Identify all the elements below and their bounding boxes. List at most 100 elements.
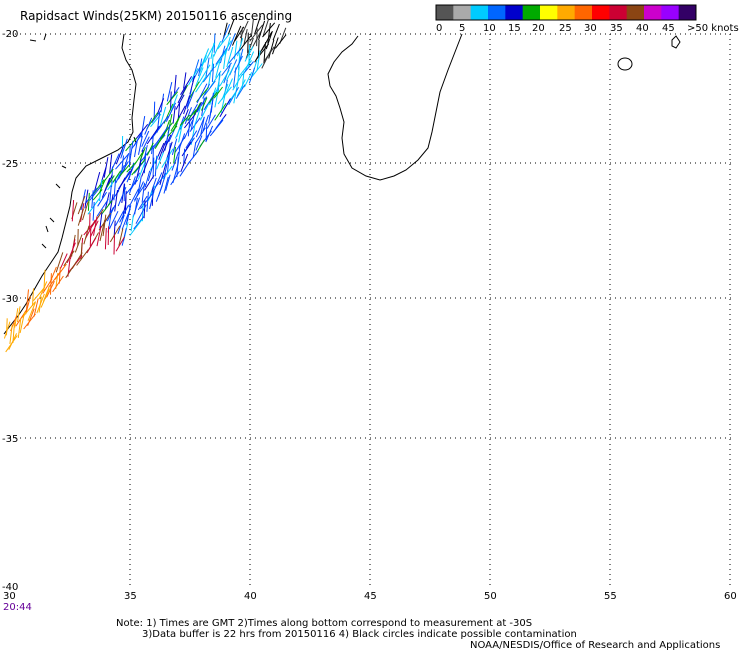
wind-barb (152, 148, 154, 166)
wind-barb (208, 102, 213, 124)
wind-barb (161, 148, 174, 168)
wind-barb (38, 281, 48, 300)
wind-barb (117, 214, 125, 234)
wind-barb (183, 72, 187, 89)
wind-barb (121, 209, 131, 230)
wind-barb (33, 298, 39, 317)
wind-barb (238, 34, 252, 52)
wind-barb (211, 54, 214, 72)
wind-barb (58, 266, 61, 284)
wind-barb (99, 212, 103, 229)
legend-label: 0 (436, 23, 442, 34)
note-line-3: NOAA/NESDIS/Office of Research and Appli… (470, 640, 720, 650)
wind-barb (92, 201, 95, 221)
wind-barb (144, 117, 153, 135)
legend-swatch (470, 5, 489, 20)
wind-barb (119, 204, 130, 223)
lon-label: 60 (724, 591, 737, 602)
legend-swatch (626, 5, 645, 20)
wind-barb (237, 66, 240, 83)
legend-swatch (644, 5, 662, 20)
wind-barb (27, 302, 36, 321)
wind-barb (232, 25, 242, 46)
wind-barb (112, 170, 122, 183)
wind-barb (97, 191, 108, 207)
wind-barb (128, 176, 136, 194)
wind-barb (172, 106, 176, 124)
wind-barb (125, 179, 139, 195)
wind-barb (225, 78, 233, 94)
wind-barb (109, 154, 113, 175)
legend-label: 10 (483, 23, 496, 34)
wind-barb (77, 208, 84, 226)
lon-label: 30 (3, 591, 16, 602)
wind-barb (256, 28, 258, 47)
legend-swatch (505, 5, 524, 20)
legend-swatch (574, 5, 593, 20)
wind-barb (215, 61, 221, 78)
legend-label: 35 (610, 23, 623, 34)
wind-barb (267, 23, 271, 44)
lon-label: 40 (244, 591, 257, 602)
map-title: Rapidsact Winds(25KM) 20150116 ascending (20, 9, 292, 23)
wind-barb (3, 321, 11, 339)
wind-barb (202, 114, 209, 132)
wind-barb (187, 114, 191, 137)
wind-barb (173, 146, 176, 164)
wind-barb (146, 191, 149, 212)
wind-barb (63, 250, 75, 267)
wind-barb (249, 63, 263, 80)
wind-barb (106, 204, 116, 222)
wind-barb (195, 135, 203, 151)
wind-barb (178, 122, 184, 143)
wind-barb (84, 189, 89, 209)
wind-barb (248, 67, 256, 84)
wind-barb (213, 40, 222, 57)
wind-barb (128, 188, 139, 208)
wind-barb (17, 318, 22, 338)
wind-barb (235, 84, 246, 99)
wind-barb (32, 286, 46, 302)
lon-label: 35 (124, 591, 137, 602)
legend-swatch (609, 5, 628, 20)
wind-barb (109, 153, 120, 174)
wind-barb (132, 197, 141, 219)
wind-barb (173, 74, 177, 96)
wind-barb (71, 199, 75, 222)
wind-barb (174, 135, 187, 153)
legend-swatch (436, 5, 454, 20)
wind-barb (128, 145, 131, 168)
wind-barb (25, 296, 31, 315)
wind-barb (125, 205, 132, 226)
legend-label: 30 (584, 23, 597, 34)
wind-barb (167, 125, 178, 137)
wind-barb (261, 49, 272, 69)
wind-barb (147, 162, 155, 182)
wind-barb (83, 225, 90, 245)
wind-barb (89, 228, 92, 247)
mauritius-island (671, 35, 681, 49)
wind-barb (115, 210, 125, 227)
legend-label: 20 (532, 23, 545, 34)
wind-barb (115, 236, 125, 252)
wind-barb (205, 57, 210, 78)
wind-barb (32, 288, 34, 306)
wind-barb (186, 91, 195, 109)
lat-label: -20 (2, 29, 18, 40)
wind-barb (129, 140, 134, 163)
legend-swatch (540, 5, 558, 20)
wind-barb (171, 151, 180, 171)
wind-barb (155, 184, 163, 202)
wind-barb (42, 278, 53, 294)
wind-barb (194, 127, 206, 144)
wind-barb (199, 100, 211, 121)
legend-swatch (661, 5, 680, 20)
wind-barb (181, 141, 192, 157)
wind-barb (180, 153, 189, 173)
wind-barb (170, 170, 180, 186)
wind-barb (159, 163, 167, 186)
wind-barb (141, 136, 150, 152)
wind-barb (99, 178, 106, 193)
wind-barb (268, 39, 275, 59)
wind-barb (151, 109, 162, 124)
